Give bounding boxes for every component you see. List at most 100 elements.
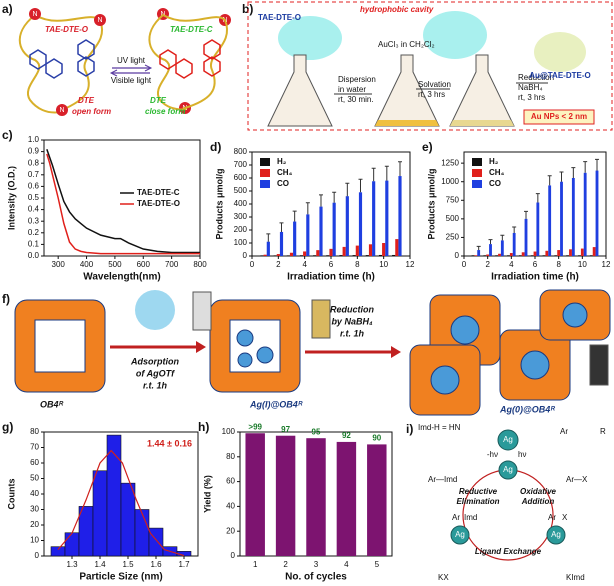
x-tick-label: 12 [602,260,611,269]
bar [474,255,478,256]
cage-name: OB4ᴿ [40,399,64,409]
condition: UV light [117,56,146,65]
particles [236,302,588,395]
legend-swatch [260,158,270,166]
bar [365,255,369,256]
bar [372,181,376,256]
bar [263,254,267,256]
y-tick-label: 0.6 [28,182,40,191]
legend-swatch [472,180,482,188]
error-bar [595,158,600,171]
step: of AgOTf [136,368,175,378]
step: Solvation [418,80,451,89]
product: Ar—Imd [428,475,457,484]
bar [313,255,317,256]
step: NaBH₄ [518,83,543,92]
panel-i: i) Ag Ag Ag Ag Imd-H = HN -hν hν Ar R Ar… [406,422,606,582]
y-tick-label: 500 [446,214,460,223]
bar [530,255,534,256]
molecule-name: TAE-DTE-O [258,13,301,22]
error-bar [397,161,402,177]
y-tick-label: 0.5 [28,193,40,202]
y-tick-label: 20 [226,526,235,535]
x-tick-label: 2 [485,260,490,269]
molecule-cloud [278,16,342,60]
bar [293,221,297,256]
x-axis-label: Irradiation time (h) [287,272,375,283]
substituent: R [600,427,606,436]
dte-closed [159,39,221,79]
x-tick-label: 10 [578,260,587,269]
error-bar [535,193,540,203]
y-tick-label: 1.0 [28,135,40,144]
error-bar [318,194,323,207]
bar [557,250,561,256]
y-tick-label: 300 [234,212,248,221]
step: Elimination [456,497,499,506]
line [46,149,200,254]
metal: Ag [455,530,465,539]
bar [512,232,516,256]
bar [345,196,349,256]
bar [245,433,265,556]
panel-f: f) OB4ᴿ Adsorption of AgOTf r.t. 1h Ag(I… [2,289,611,416]
y-tick-label: 40 [30,489,39,498]
legend-swatch [260,180,270,188]
step: Reductive [459,487,498,496]
dte-open [29,39,95,79]
y-tick-label: 0.2 [28,228,40,237]
value-label: 90 [372,434,381,443]
atom-label: N [97,17,102,24]
bar [392,254,396,256]
bar [355,245,359,256]
x-tick-label: 1.5 [122,560,134,569]
bar [489,244,492,256]
panel-a: a) N N N N N N TAE-DTE-O TAE-DTE-C UV li… [2,2,231,116]
x-tick-label: 2 [283,560,288,569]
y-tick-label: 750 [446,195,460,204]
x-axis-label: Particle Size (nm) [79,572,162,583]
panel-label: g) [2,420,13,434]
y-tick-label: 0.9 [28,147,40,156]
panel-label: c) [2,128,13,142]
y-tick-label: 100 [222,427,236,436]
panel-label: h) [198,420,209,434]
y-tick-label: 600 [234,173,248,182]
bar [64,532,80,557]
error-bar [279,222,284,232]
step: rt, 3 hrs [518,93,545,102]
bar [78,506,94,557]
bar [332,202,336,256]
reagent: AuCl₃ in CH₂Cl₂ [378,40,435,49]
bar [583,172,587,256]
substrate: Ar—X [566,475,588,484]
bar [382,243,386,256]
bar [483,255,487,256]
panel-label: e) [422,140,433,154]
error-bar [512,226,517,233]
y-tick-label: 80 [226,452,235,461]
error-bar [559,171,564,182]
legend-label: TAE-DTE-C [137,188,180,197]
error-bar [524,210,529,219]
atom-label: N [32,11,37,18]
bar [548,185,552,256]
bar [316,250,320,256]
annotation: 1.44 ± 0.16 [147,438,192,448]
y-tick-label: 60 [226,477,235,486]
line [46,153,200,255]
x-tick-label: 2 [276,260,281,269]
y-tick-label: 0 [231,551,236,560]
bar [260,255,264,256]
imd: Imd [464,513,477,522]
bar [578,255,581,256]
molecule-chain [148,13,228,111]
bar [589,255,593,256]
error-bar [332,191,337,203]
intermediate-name: Ag(I)@OB4ᴿ [249,399,303,409]
error-bar [292,210,297,222]
bar [368,244,373,256]
y-tick-label: 0 [243,251,248,260]
panel-label: a) [2,2,13,16]
